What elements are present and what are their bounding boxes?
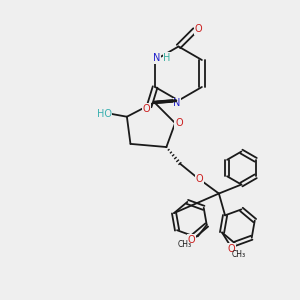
Text: H: H [164,52,171,63]
Text: O: O [196,174,203,184]
Text: N: N [173,98,181,109]
Text: CH₃: CH₃ [232,250,246,259]
Text: methoxy: methoxy [171,241,196,246]
Text: O: O [228,244,236,254]
Text: O: O [188,235,196,245]
Text: HO: HO [97,109,112,119]
Text: N: N [153,53,160,64]
Text: O: O [175,118,183,128]
Text: CH₃: CH₃ [178,240,192,249]
Text: O: O [142,104,150,114]
Text: O: O [195,24,203,34]
